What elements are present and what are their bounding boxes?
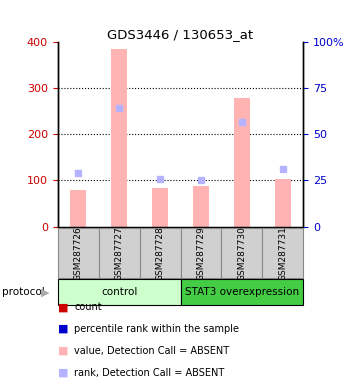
Text: GSM287726: GSM287726 xyxy=(74,226,83,281)
Text: ▶: ▶ xyxy=(41,287,49,297)
Text: GSM287728: GSM287728 xyxy=(156,226,165,281)
Text: ■: ■ xyxy=(58,346,68,356)
Text: protocol: protocol xyxy=(2,287,44,297)
Text: GSM287727: GSM287727 xyxy=(115,226,123,281)
Text: value, Detection Call = ABSENT: value, Detection Call = ABSENT xyxy=(74,346,229,356)
Bar xyxy=(221,228,262,278)
Bar xyxy=(99,228,140,278)
Text: GSM287731: GSM287731 xyxy=(278,226,287,281)
Bar xyxy=(275,179,291,227)
Bar xyxy=(180,279,303,305)
Text: STAT3 overexpression: STAT3 overexpression xyxy=(185,287,299,297)
Text: control: control xyxy=(101,287,137,297)
Bar xyxy=(58,279,180,305)
Text: ■: ■ xyxy=(58,368,68,378)
Bar xyxy=(262,228,303,278)
Text: count: count xyxy=(74,302,102,312)
Text: ■: ■ xyxy=(58,324,68,334)
Bar xyxy=(58,228,99,278)
Text: GSM287730: GSM287730 xyxy=(238,226,246,281)
Bar xyxy=(140,228,180,278)
Text: ■: ■ xyxy=(58,302,68,312)
Bar xyxy=(70,190,86,227)
Bar xyxy=(111,49,127,227)
Text: rank, Detection Call = ABSENT: rank, Detection Call = ABSENT xyxy=(74,368,224,378)
Bar xyxy=(193,187,209,227)
Title: GDS3446 / 130653_at: GDS3446 / 130653_at xyxy=(108,28,253,41)
Bar xyxy=(152,188,168,227)
Bar xyxy=(180,228,221,278)
Text: GSM287729: GSM287729 xyxy=(196,226,205,281)
Bar xyxy=(234,98,250,227)
Text: percentile rank within the sample: percentile rank within the sample xyxy=(74,324,239,334)
